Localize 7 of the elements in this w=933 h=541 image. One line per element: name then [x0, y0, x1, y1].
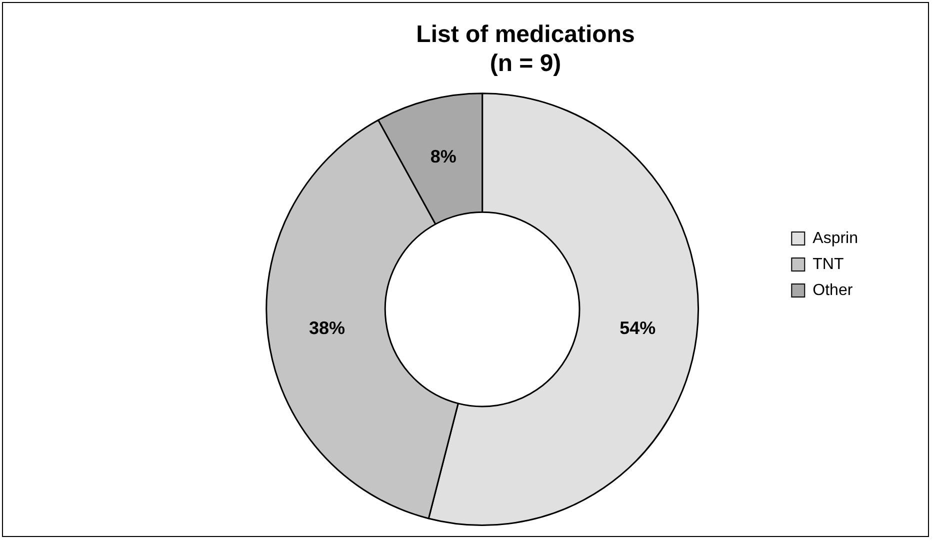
- chart-title: List of medications (n = 9): [416, 21, 635, 77]
- data-label: 38%: [308, 318, 346, 338]
- legend-label: Other: [812, 282, 854, 299]
- data-label: 8%: [430, 146, 456, 167]
- legend-label: TNT: [812, 256, 844, 273]
- data-label: 54%: [620, 318, 656, 338]
- legend-label: Asprin: [812, 230, 858, 247]
